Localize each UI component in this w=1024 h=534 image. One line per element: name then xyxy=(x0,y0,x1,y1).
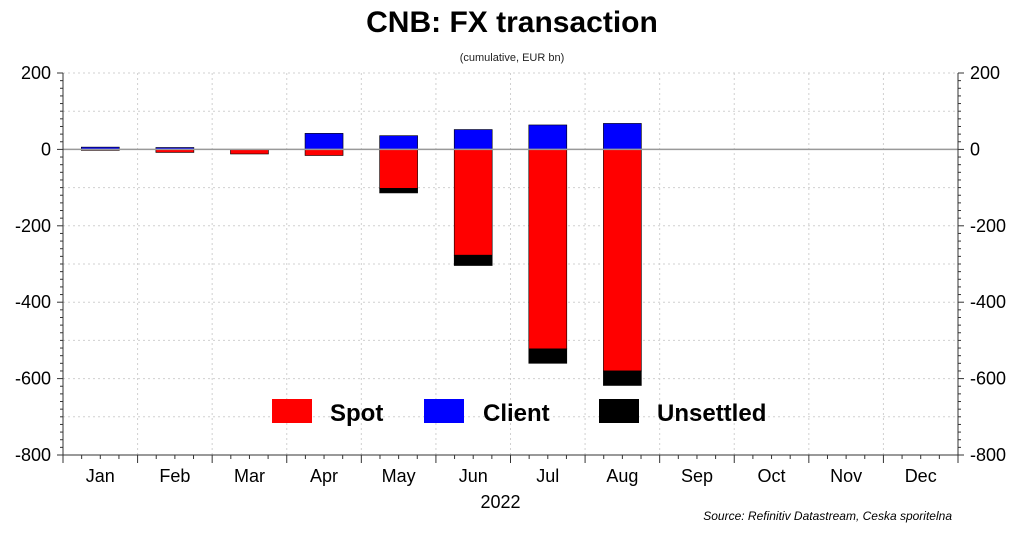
legend-swatch-unsettled xyxy=(599,399,639,423)
bar-spot-apr xyxy=(304,149,344,156)
bar-spot-jun xyxy=(453,149,493,256)
right-y-tick-label: -600 xyxy=(970,369,1006,389)
right-y-tick-label: 200 xyxy=(970,63,1000,83)
legend-label-client: Client xyxy=(483,400,550,427)
x-tick-label-jul: Jul xyxy=(536,466,559,486)
x-tick-label-sep: Sep xyxy=(681,466,713,486)
x-axis-year-label: 2022 xyxy=(480,492,520,512)
chart-title: CNB: FX transaction xyxy=(366,6,658,39)
bar-client-jul xyxy=(528,124,568,150)
left-y-tick-label: -200 xyxy=(15,216,51,236)
left-y-tick-label: -600 xyxy=(15,369,51,389)
source-note: Source: Refinitiv Datastream, Ceska spor… xyxy=(703,509,952,523)
x-tick-label-jan: Jan xyxy=(86,466,115,486)
right-y-tick-label: -200 xyxy=(970,216,1006,236)
bar-client-aug xyxy=(603,123,642,150)
bars xyxy=(80,123,642,386)
grid-lines xyxy=(63,72,958,456)
bar-unsettled-may xyxy=(379,188,418,194)
x-tick-label-aug: Aug xyxy=(606,466,638,486)
right-y-tick-label: -800 xyxy=(970,445,1006,465)
legend-label-unsettled: Unsettled xyxy=(657,400,766,427)
x-tick-label-oct: Oct xyxy=(758,466,786,486)
left-y-tick-label: -800 xyxy=(15,445,51,465)
legend: Spot Client Unsettled xyxy=(272,399,766,427)
bar-spot-may xyxy=(379,149,418,189)
x-tick-label-mar: Mar xyxy=(234,466,265,486)
x-tick-label-apr: Apr xyxy=(310,466,338,486)
left-y-tick-label: 0 xyxy=(41,139,51,159)
bar-spot-aug xyxy=(603,149,642,372)
bar-client-apr xyxy=(304,133,344,150)
axes xyxy=(57,72,964,463)
bar-spot-jul xyxy=(528,149,568,350)
bar-unsettled-aug xyxy=(603,370,642,386)
tick-labels: 200 200 0 0 -200 -200 -400 -400 -600 -600 -800 -800… xyxy=(15,63,1006,486)
legend-swatch-spot xyxy=(272,399,312,423)
x-tick-label-nov: Nov xyxy=(830,466,862,486)
x-tick-label-jun: Jun xyxy=(459,466,488,486)
bar-client-may xyxy=(379,135,418,150)
x-tick-label-feb: Feb xyxy=(159,466,190,486)
right-y-tick-label: 0 xyxy=(970,139,980,159)
chart-subtitle: (cumulative, EUR bn) xyxy=(459,52,565,64)
bar-client-jun xyxy=(453,129,493,150)
right-y-tick-label: -400 xyxy=(970,292,1006,312)
bar-unsettled-jun xyxy=(453,254,493,266)
x-tick-label-dec: Dec xyxy=(905,466,937,486)
left-y-tick-label: 200 xyxy=(21,63,51,83)
left-y-tick-label: -400 xyxy=(15,292,51,312)
legend-swatch-client xyxy=(424,399,464,423)
legend-label-spot: Spot xyxy=(330,400,383,427)
bar-unsettled-jul xyxy=(528,348,568,364)
x-tick-label-may: May xyxy=(382,466,416,486)
